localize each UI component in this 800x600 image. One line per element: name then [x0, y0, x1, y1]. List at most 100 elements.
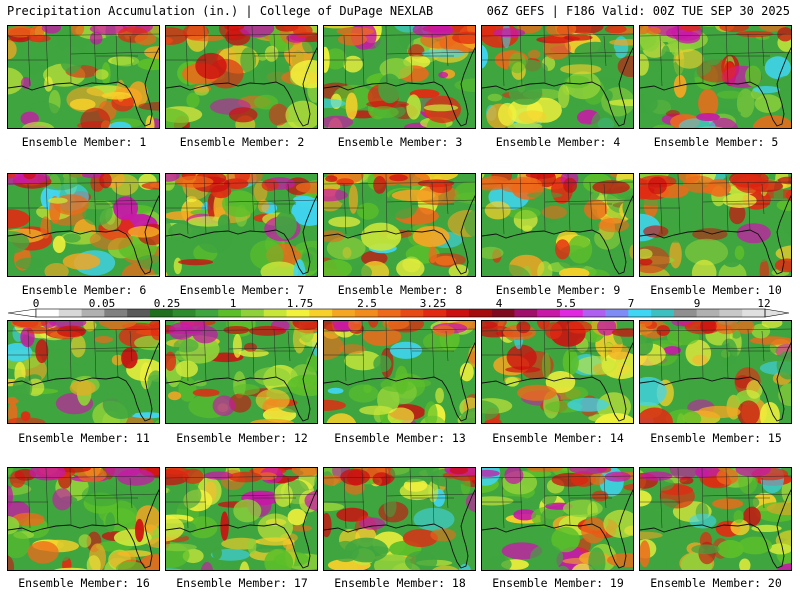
- ensemble-map-panel: [323, 25, 476, 129]
- precip-map: [166, 321, 317, 423]
- precip-map: [324, 468, 475, 570]
- precip-map: [482, 26, 633, 128]
- ensemble-map-panel: [165, 467, 318, 571]
- colorbar-swatch: [354, 309, 379, 317]
- colorbar-tick-label: 0.25: [153, 297, 181, 310]
- colorbar-swatch: [104, 309, 128, 317]
- colorbar-swatch: [195, 309, 219, 317]
- precip-map: [166, 468, 317, 570]
- colorbar-tick-label: 9: [693, 297, 701, 310]
- map-title: Precipitation Accumulation (in.) | Colle…: [7, 4, 434, 18]
- ensemble-map-panel: [165, 320, 318, 424]
- colorbar-tick-label: 5.5: [556, 297, 576, 310]
- colorbar-swatch: [58, 309, 82, 317]
- ensemble-map-panel: [323, 173, 476, 277]
- colorbar-swatch: [696, 309, 720, 317]
- ensemble-member-label: Ensemble Member: 6: [21, 283, 147, 297]
- precip-map: [640, 26, 791, 128]
- ensemble-member-label: Ensemble Member: 3: [337, 135, 463, 149]
- ensemble-member-label: Ensemble Member: 8: [337, 283, 463, 297]
- ensemble-member-label: Ensemble Member: 16: [18, 576, 150, 590]
- colorbar-swatch: [36, 309, 60, 317]
- colorbar-swatch: [218, 309, 242, 317]
- colorbar-swatch: [559, 309, 584, 317]
- precip-map: [8, 321, 159, 423]
- ensemble-map-panel: [7, 467, 160, 571]
- precip-map: [166, 174, 317, 276]
- precip-map: [482, 174, 633, 276]
- colorbar-swatch: [377, 309, 401, 317]
- ensemble-map-panel: [7, 173, 160, 277]
- colorbar-swatch: [468, 309, 492, 317]
- colorbar-tick-label: 0.05: [88, 297, 116, 310]
- ensemble-map-panel: [639, 467, 792, 571]
- precip-map: [640, 321, 791, 423]
- colorbar-swatch: [149, 309, 173, 317]
- colorbar-swatch: [651, 309, 675, 317]
- ensemble-map-panel: [639, 320, 792, 424]
- colorbar-swatch: [491, 309, 515, 317]
- ensemble-member-label: Ensemble Member: 20: [650, 576, 782, 590]
- colorbar-tick-label: 4: [495, 297, 503, 310]
- colorbar-swatch: [263, 309, 287, 317]
- precip-map: [640, 468, 791, 570]
- ensemble-member-label: Ensemble Member: 10: [650, 283, 782, 297]
- ensemble-map-panel: [7, 25, 160, 129]
- colorbar-swatch: [286, 309, 310, 317]
- precip-map: [8, 26, 159, 128]
- ensemble-map-panel: [481, 467, 634, 571]
- precip-map: [640, 174, 791, 276]
- ensemble-map-panel: [165, 25, 318, 129]
- colorbar-tick-label: 0: [32, 297, 40, 310]
- ensemble-map-panel: [323, 467, 476, 571]
- ensemble-member-label: Ensemble Member: 11: [18, 431, 150, 445]
- ensemble-map-panel: [481, 173, 634, 277]
- precip-map: [324, 321, 475, 423]
- colorbar-tick-label: 7: [627, 297, 635, 310]
- colorbar-tick-label: 1.75: [286, 297, 314, 310]
- colorbar-swatch: [514, 309, 538, 317]
- colorbar-swatch: [172, 309, 196, 317]
- ensemble-member-label: Ensemble Member: 2: [179, 135, 305, 149]
- ensemble-member-label: Ensemble Member: 7: [179, 283, 305, 297]
- ensemble-map-panel: [165, 173, 318, 277]
- ensemble-map-panel: [639, 173, 792, 277]
- color-scale-bar: [7, 308, 790, 318]
- ensemble-member-label: Ensemble Member: 5: [653, 135, 779, 149]
- ensemble-map-panel: [639, 25, 792, 129]
- colorbar-swatch: [400, 309, 424, 317]
- colorbar-max-arrow: [764, 308, 790, 318]
- precip-map: [482, 321, 633, 423]
- colorbar-swatch: [241, 309, 265, 317]
- colorbar-swatch: [81, 309, 105, 317]
- precip-map: [8, 468, 159, 570]
- ensemble-map-panel: [7, 320, 160, 424]
- precip-map: [8, 174, 159, 276]
- ensemble-member-label: Ensemble Member: 19: [492, 576, 624, 590]
- ensemble-map-panel: [481, 25, 634, 129]
- ensemble-map-panel: [323, 320, 476, 424]
- colorbar-min-arrow: [7, 308, 37, 318]
- ensemble-member-label: Ensemble Member: 18: [334, 576, 466, 590]
- colorbar-tick-label: 12: [757, 297, 771, 310]
- colorbar-swatch: [127, 309, 151, 317]
- precip-map: [482, 468, 633, 570]
- ensemble-member-label: Ensemble Member: 15: [650, 431, 782, 445]
- colorbar-swatch: [719, 309, 743, 317]
- colorbar-swatch: [605, 309, 629, 317]
- colorbar-swatch: [446, 309, 470, 317]
- colorbar-swatch: [742, 309, 766, 317]
- run-info: 06Z GEFS | F186 Valid: 00Z TUE SEP 30 20…: [486, 4, 790, 18]
- colorbar-tick-label: 3.25: [419, 297, 447, 310]
- ensemble-member-label: Ensemble Member: 1: [21, 135, 147, 149]
- ensemble-member-label: Ensemble Member: 9: [495, 283, 621, 297]
- ensemble-member-label: Ensemble Member: 17: [176, 576, 308, 590]
- colorbar-swatch: [628, 309, 652, 317]
- ensemble-member-label: Ensemble Member: 14: [492, 431, 624, 445]
- ensemble-map-panel: [481, 320, 634, 424]
- colorbar-swatch: [582, 309, 606, 317]
- precip-map: [324, 174, 475, 276]
- colorbar-tick-label: 2.5: [357, 297, 377, 310]
- colorbar-swatch: [423, 309, 447, 317]
- ensemble-member-label: Ensemble Member: 12: [176, 431, 308, 445]
